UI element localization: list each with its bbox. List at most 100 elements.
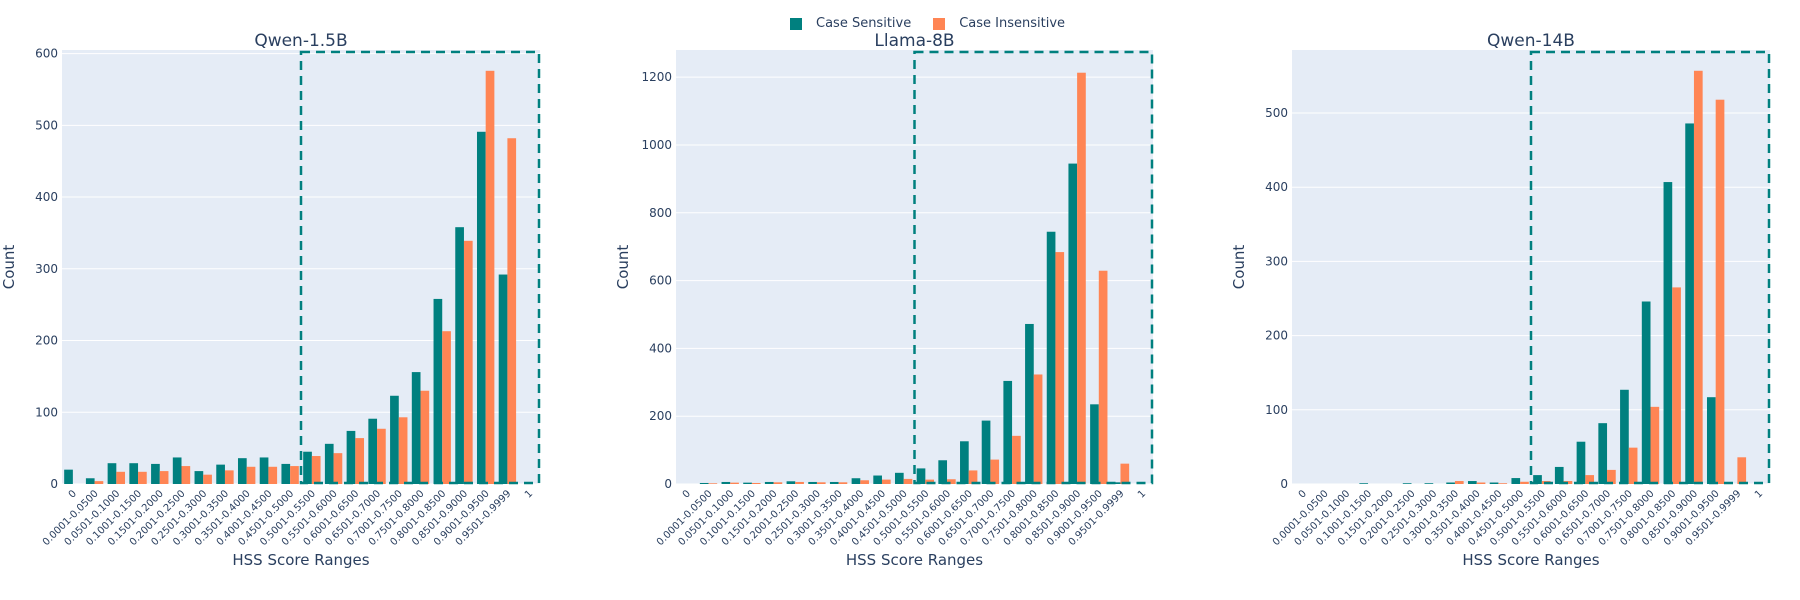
x-axis-label: HSS Score Ranges: [232, 551, 369, 569]
bar-case-insensitive: [355, 438, 365, 484]
bar-case-sensitive: [1620, 389, 1629, 484]
bar-case-sensitive: [786, 481, 796, 484]
legend-swatch-case-insensitive: [933, 17, 946, 30]
bar-case-insensitive: [333, 453, 343, 484]
bar-case-sensitive: [216, 464, 225, 484]
bar-case-sensitive: [808, 481, 817, 484]
legend-label-case-insensitive: Case Insensitive: [959, 16, 1066, 31]
bar-case-sensitive: [129, 463, 139, 484]
y-axis-label: Count: [0, 245, 18, 290]
y-tick-label: 1000: [641, 138, 672, 152]
bar-case-sensitive: [1511, 478, 1521, 484]
y-tick-label: 800: [649, 206, 672, 220]
bar-case-sensitive: [1111, 482, 1121, 484]
bar-case-insensitive: [1077, 72, 1086, 484]
bar-case-insensitive: [968, 470, 978, 484]
bar-case-sensitive: [151, 463, 160, 484]
highlight-region: [1529, 50, 1771, 485]
bar-case-sensitive: [829, 481, 839, 484]
bar-case-insensitive: [1650, 406, 1660, 484]
bar-case-sensitive: [873, 475, 882, 484]
bar-case-insensitive: [1055, 252, 1065, 484]
legend: Case Sensitive Case Insensitive: [790, 16, 1087, 31]
bar-case-sensitive: [938, 460, 948, 484]
bar-case-sensitive: [455, 227, 464, 485]
bar-case-insensitive: [420, 390, 430, 484]
bar-case-sensitive: [411, 372, 421, 484]
y-tick-label: 100: [1265, 403, 1288, 417]
bar-case-sensitive: [1424, 483, 1434, 484]
bar-case-insensitive: [881, 479, 891, 484]
x-tick-label: 1: [1753, 488, 1765, 500]
bar-case-sensitive: [916, 468, 926, 484]
bar-case-sensitive: [498, 274, 508, 484]
x-tick-label: 0: [67, 488, 79, 500]
bar-case-sensitive: [1003, 380, 1013, 484]
bar-case-sensitive: [1025, 323, 1034, 484]
bar-case-insensitive: [1737, 457, 1747, 484]
bar-case-insensitive: [290, 466, 299, 484]
bar-case-insensitive: [1476, 482, 1486, 484]
bar-case-sensitive: [981, 420, 991, 484]
bar-case-sensitive: [1068, 163, 1078, 484]
bar-case-sensitive: [721, 481, 731, 484]
bar-case-insensitive: [1672, 287, 1681, 484]
bar-case-sensitive: [259, 457, 269, 484]
y-axis-label: Count: [1230, 245, 1248, 290]
bar-case-insensitive: [203, 474, 212, 484]
bar-case-insensitive: [138, 471, 147, 484]
bar-case-insensitive: [838, 482, 848, 484]
chart-panel-3: 010020030040050000.0001-0.05000.0501-0.1…: [1230, 31, 1771, 569]
bar-case-insensitive: [1120, 463, 1130, 484]
y-tick-label: 0: [1280, 477, 1288, 491]
y-tick-label: 200: [649, 409, 672, 423]
bar-case-insensitive: [990, 459, 1000, 484]
bar-case-sensitive: [1576, 441, 1586, 484]
bar-case-insensitive: [708, 483, 718, 484]
bar-case-insensitive: [1628, 447, 1638, 484]
bar-case-sensitive: [281, 463, 291, 484]
bar-case-sensitive: [390, 395, 399, 484]
x-tick-label: 0: [681, 488, 693, 500]
bar-case-insensitive: [1012, 435, 1021, 484]
bar-case-insensitive: [1585, 475, 1595, 484]
bar-case-insensitive: [795, 481, 804, 484]
y-tick-label: 300: [1265, 254, 1288, 268]
bar-case-sensitive: [172, 457, 182, 484]
legend-swatch-case-sensitive: [790, 17, 802, 30]
bar-case-sensitive: [699, 482, 709, 484]
bar-case-insensitive: [116, 471, 126, 484]
bar-case-insensitive: [1098, 270, 1108, 484]
highlight-region: [913, 50, 1154, 485]
y-tick-label: 200: [1265, 329, 1288, 343]
bar-case-sensitive: [764, 481, 774, 484]
x-tick-label: 1: [1136, 488, 1148, 500]
bar-case-insensitive: [159, 471, 169, 484]
bar-case-insensitive: [947, 479, 956, 484]
legend-item-case-sensitive[interactable]: Case Sensitive: [790, 16, 911, 31]
bar-case-insensitive: [1498, 483, 1508, 484]
bar-case-insensitive: [311, 456, 321, 484]
x-axis-label: HSS Score Ranges: [846, 551, 983, 569]
bar-case-insensitive: [773, 482, 783, 484]
bar-case-sensitive: [960, 441, 969, 484]
chart-panel-1: 010020030040050060000.0001-0.05000.0501-…: [0, 31, 541, 569]
bar-case-insensitive: [751, 482, 761, 484]
bar-case-sensitive: [851, 478, 861, 484]
bar-case-insensitive: [485, 70, 495, 484]
chart-title: Llama-8B: [874, 31, 954, 51]
bar-case-sensitive: [1685, 123, 1694, 484]
bar-case-sensitive: [433, 298, 443, 484]
bar-case-insensitive: [816, 482, 826, 484]
bar-case-insensitive: [1693, 70, 1703, 485]
bar-case-insensitive: [246, 466, 256, 484]
legend-item-case-insensitive[interactable]: Case Insensitive: [933, 16, 1065, 31]
bar-case-insensitive: [463, 240, 473, 484]
bar-case-sensitive: [1467, 481, 1477, 484]
bar-case-sensitive: [1090, 404, 1099, 484]
bar-case-sensitive: [303, 451, 312, 484]
bar-case-insensitive: [94, 481, 104, 484]
bar-case-insensitive: [442, 331, 451, 484]
bar-case-sensitive: [894, 472, 904, 484]
